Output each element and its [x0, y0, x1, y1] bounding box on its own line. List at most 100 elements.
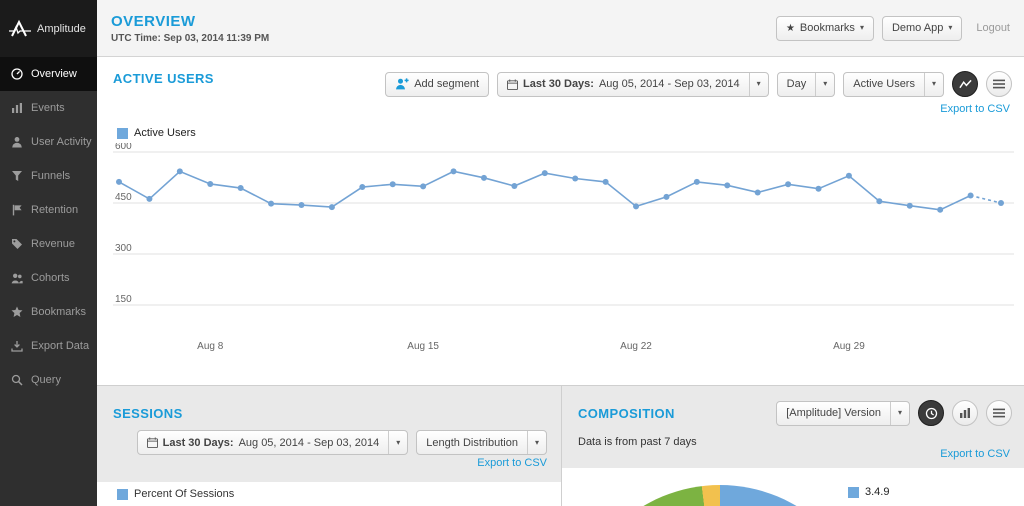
sidebar-item-label: Bookmarks	[31, 306, 87, 318]
list-icon	[993, 79, 1005, 89]
calendar-icon	[146, 437, 158, 448]
sidebar-item-label: Retention	[31, 204, 79, 216]
app-selector-button[interactable]: Demo App ▾	[881, 15, 963, 41]
bar-view-toggle[interactable]	[952, 400, 978, 426]
granularity-dropdown[interactable]: Day ▾	[776, 71, 836, 97]
amplitude-logo-icon	[9, 19, 31, 36]
sessions-legend: Percent Of Sessions	[97, 482, 561, 506]
composition-subtitle: Data is from past 7 days	[578, 436, 697, 448]
sidebar-item-retention[interactable]: Retention	[0, 193, 97, 227]
date-range-value: Aug 05, 2014 - Sep 03, 2014	[598, 78, 740, 90]
sessions-date-range-body[interactable]: Last 30 Days: Aug 05, 2014 - Sep 03, 201…	[138, 431, 389, 454]
sessions-export-csv-link[interactable]: Export to CSV	[477, 457, 547, 469]
sessions-date-caret[interactable]: ▾	[388, 431, 407, 454]
date-range-button[interactable]: Last 30 Days: Aug 05, 2014 - Sep 03, 201…	[497, 71, 769, 97]
people-icon	[11, 273, 23, 284]
active-users-chart: 600 450 300 150 Aug 8 Aug 15 Aug 22 Aug 29	[113, 143, 1014, 352]
legend-label: Active Users	[134, 127, 196, 139]
active-users-export-csv-link[interactable]: Export to CSV	[940, 103, 1010, 115]
add-user-icon	[396, 78, 409, 90]
download-icon	[11, 341, 23, 352]
sidebar-item-overview[interactable]: Overview	[0, 57, 97, 91]
sidebar-item-funnels[interactable]: Funnels	[0, 159, 97, 193]
amplitude-logo: Amplitude	[0, 0, 97, 57]
chevron-down-icon: ▾	[756, 79, 761, 88]
sidebar-item-bookmarks[interactable]: Bookmarks	[0, 295, 97, 329]
svg-text:600: 600	[115, 143, 132, 152]
active-users-panel: ACTIVE USERS Add segment Last 30 Days: A…	[97, 57, 1024, 385]
table-view-toggle[interactable]	[986, 71, 1012, 97]
composition-property-body[interactable]: [Amplitude] Version	[777, 402, 890, 425]
date-range-body[interactable]: Last 30 Days: Aug 05, 2014 - Sep 03, 201…	[498, 73, 749, 96]
logout-link[interactable]: Logout	[976, 22, 1010, 34]
add-segment-body[interactable]: Add segment	[386, 73, 488, 96]
header-actions: ★ Bookmarks ▾ Demo App ▾ Logout	[775, 15, 1010, 41]
active-users-header: ACTIVE USERS Add segment Last 30 Days: A…	[97, 57, 1024, 97]
distribution-caret[interactable]: ▾	[526, 431, 546, 454]
composition-property-value: [Amplitude] Version	[786, 407, 881, 419]
metric-body[interactable]: Active Users	[844, 73, 924, 96]
sidebar-item-label: Query	[31, 374, 61, 386]
chevron-down-icon: ▾	[897, 408, 902, 417]
add-segment-button[interactable]: Add segment	[385, 71, 490, 97]
date-range-value: Aug 05, 2014 - Sep 03, 2014	[238, 436, 380, 449]
chevron-down-icon: ▾	[534, 437, 539, 447]
sidebar-item-label: Overview	[31, 68, 77, 80]
composition-controls: [Amplitude] Version ▾	[776, 400, 1012, 426]
sidebar-item-label: Events	[31, 102, 65, 114]
price-tag-icon	[12, 239, 22, 249]
chevron-down-icon: ▾	[931, 79, 936, 88]
table-view-toggle[interactable]	[986, 400, 1012, 426]
sidebar-item-query[interactable]: Query	[0, 363, 97, 397]
svg-text:300: 300	[115, 243, 132, 254]
sidebar: Amplitude Overview Events User Activity …	[0, 0, 97, 506]
funnel-icon	[12, 171, 22, 181]
sidebar-item-user-activity[interactable]: User Activity	[0, 125, 97, 159]
line-chart-view-toggle[interactable]	[952, 71, 978, 97]
sidebar-item-label: Export Data	[31, 340, 90, 352]
list-icon	[993, 408, 1005, 418]
distribution-body[interactable]: Length Distribution	[417, 431, 527, 454]
sidebar-item-label: Cohorts	[31, 272, 70, 284]
sidebar-item-events[interactable]: Events	[0, 91, 97, 125]
svg-text:Aug 29: Aug 29	[833, 341, 865, 352]
chevron-down-icon: ▾	[859, 23, 864, 32]
legend-label: Percent Of Sessions	[134, 488, 235, 500]
metric-caret[interactable]: ▾	[923, 72, 943, 96]
composition-property-caret[interactable]: ▾	[889, 401, 909, 425]
date-range-caret[interactable]: ▾	[748, 72, 768, 96]
pie-view-toggle[interactable]	[918, 400, 944, 426]
chevron-down-icon: ▾	[396, 437, 401, 447]
sessions-title: SESSIONS	[113, 406, 183, 421]
amplitude-logo-text: Amplitude	[37, 22, 86, 35]
composition-property-dropdown[interactable]: [Amplitude] Version ▾	[776, 400, 910, 426]
chevron-down-icon: ▾	[823, 79, 828, 88]
distribution-dropdown[interactable]: Length Distribution ▾	[416, 430, 547, 455]
svg-text:Aug 8: Aug 8	[197, 341, 224, 352]
composition-chart-area: 3.4.9	[562, 468, 1024, 506]
app-selector-body[interactable]: Demo App ▾	[883, 17, 961, 40]
granularity-caret[interactable]: ▾	[815, 72, 834, 96]
bookmarks-button[interactable]: ★ Bookmarks ▾	[775, 15, 874, 41]
composition-pie-chart	[570, 485, 870, 506]
granularity-body[interactable]: Day	[778, 73, 816, 96]
active-users-legend: Active Users	[97, 115, 1024, 139]
date-range-label: Last 30 Days:	[162, 436, 234, 449]
composition-export-csv-link[interactable]: Export to CSV	[940, 448, 1010, 460]
sidebar-item-label: Funnels	[31, 170, 71, 182]
sessions-date-range-button[interactable]: Last 30 Days: Aug 05, 2014 - Sep 03, 201…	[136, 430, 409, 455]
active-users-title: ACTIVE USERS	[113, 71, 214, 86]
sidebar-item-revenue[interactable]: Revenue	[0, 227, 97, 261]
metric-dropdown[interactable]: Active Users ▾	[843, 71, 944, 97]
metric-value: Active Users	[853, 78, 915, 90]
dashboard-icon	[11, 68, 23, 80]
sidebar-item-cohorts[interactable]: Cohorts	[0, 261, 97, 295]
star-icon	[11, 306, 23, 317]
composition-header: COMPOSITION [Amplitude] Version ▾	[562, 386, 1024, 426]
bookmarks-button-body[interactable]: ★ Bookmarks ▾	[777, 17, 873, 40]
svg-text:Aug 22: Aug 22	[620, 341, 652, 352]
page-title: OVERVIEW	[111, 12, 196, 30]
user-icon	[12, 137, 22, 148]
clock-icon	[925, 407, 937, 419]
sidebar-item-export-data[interactable]: Export Data	[0, 329, 97, 363]
